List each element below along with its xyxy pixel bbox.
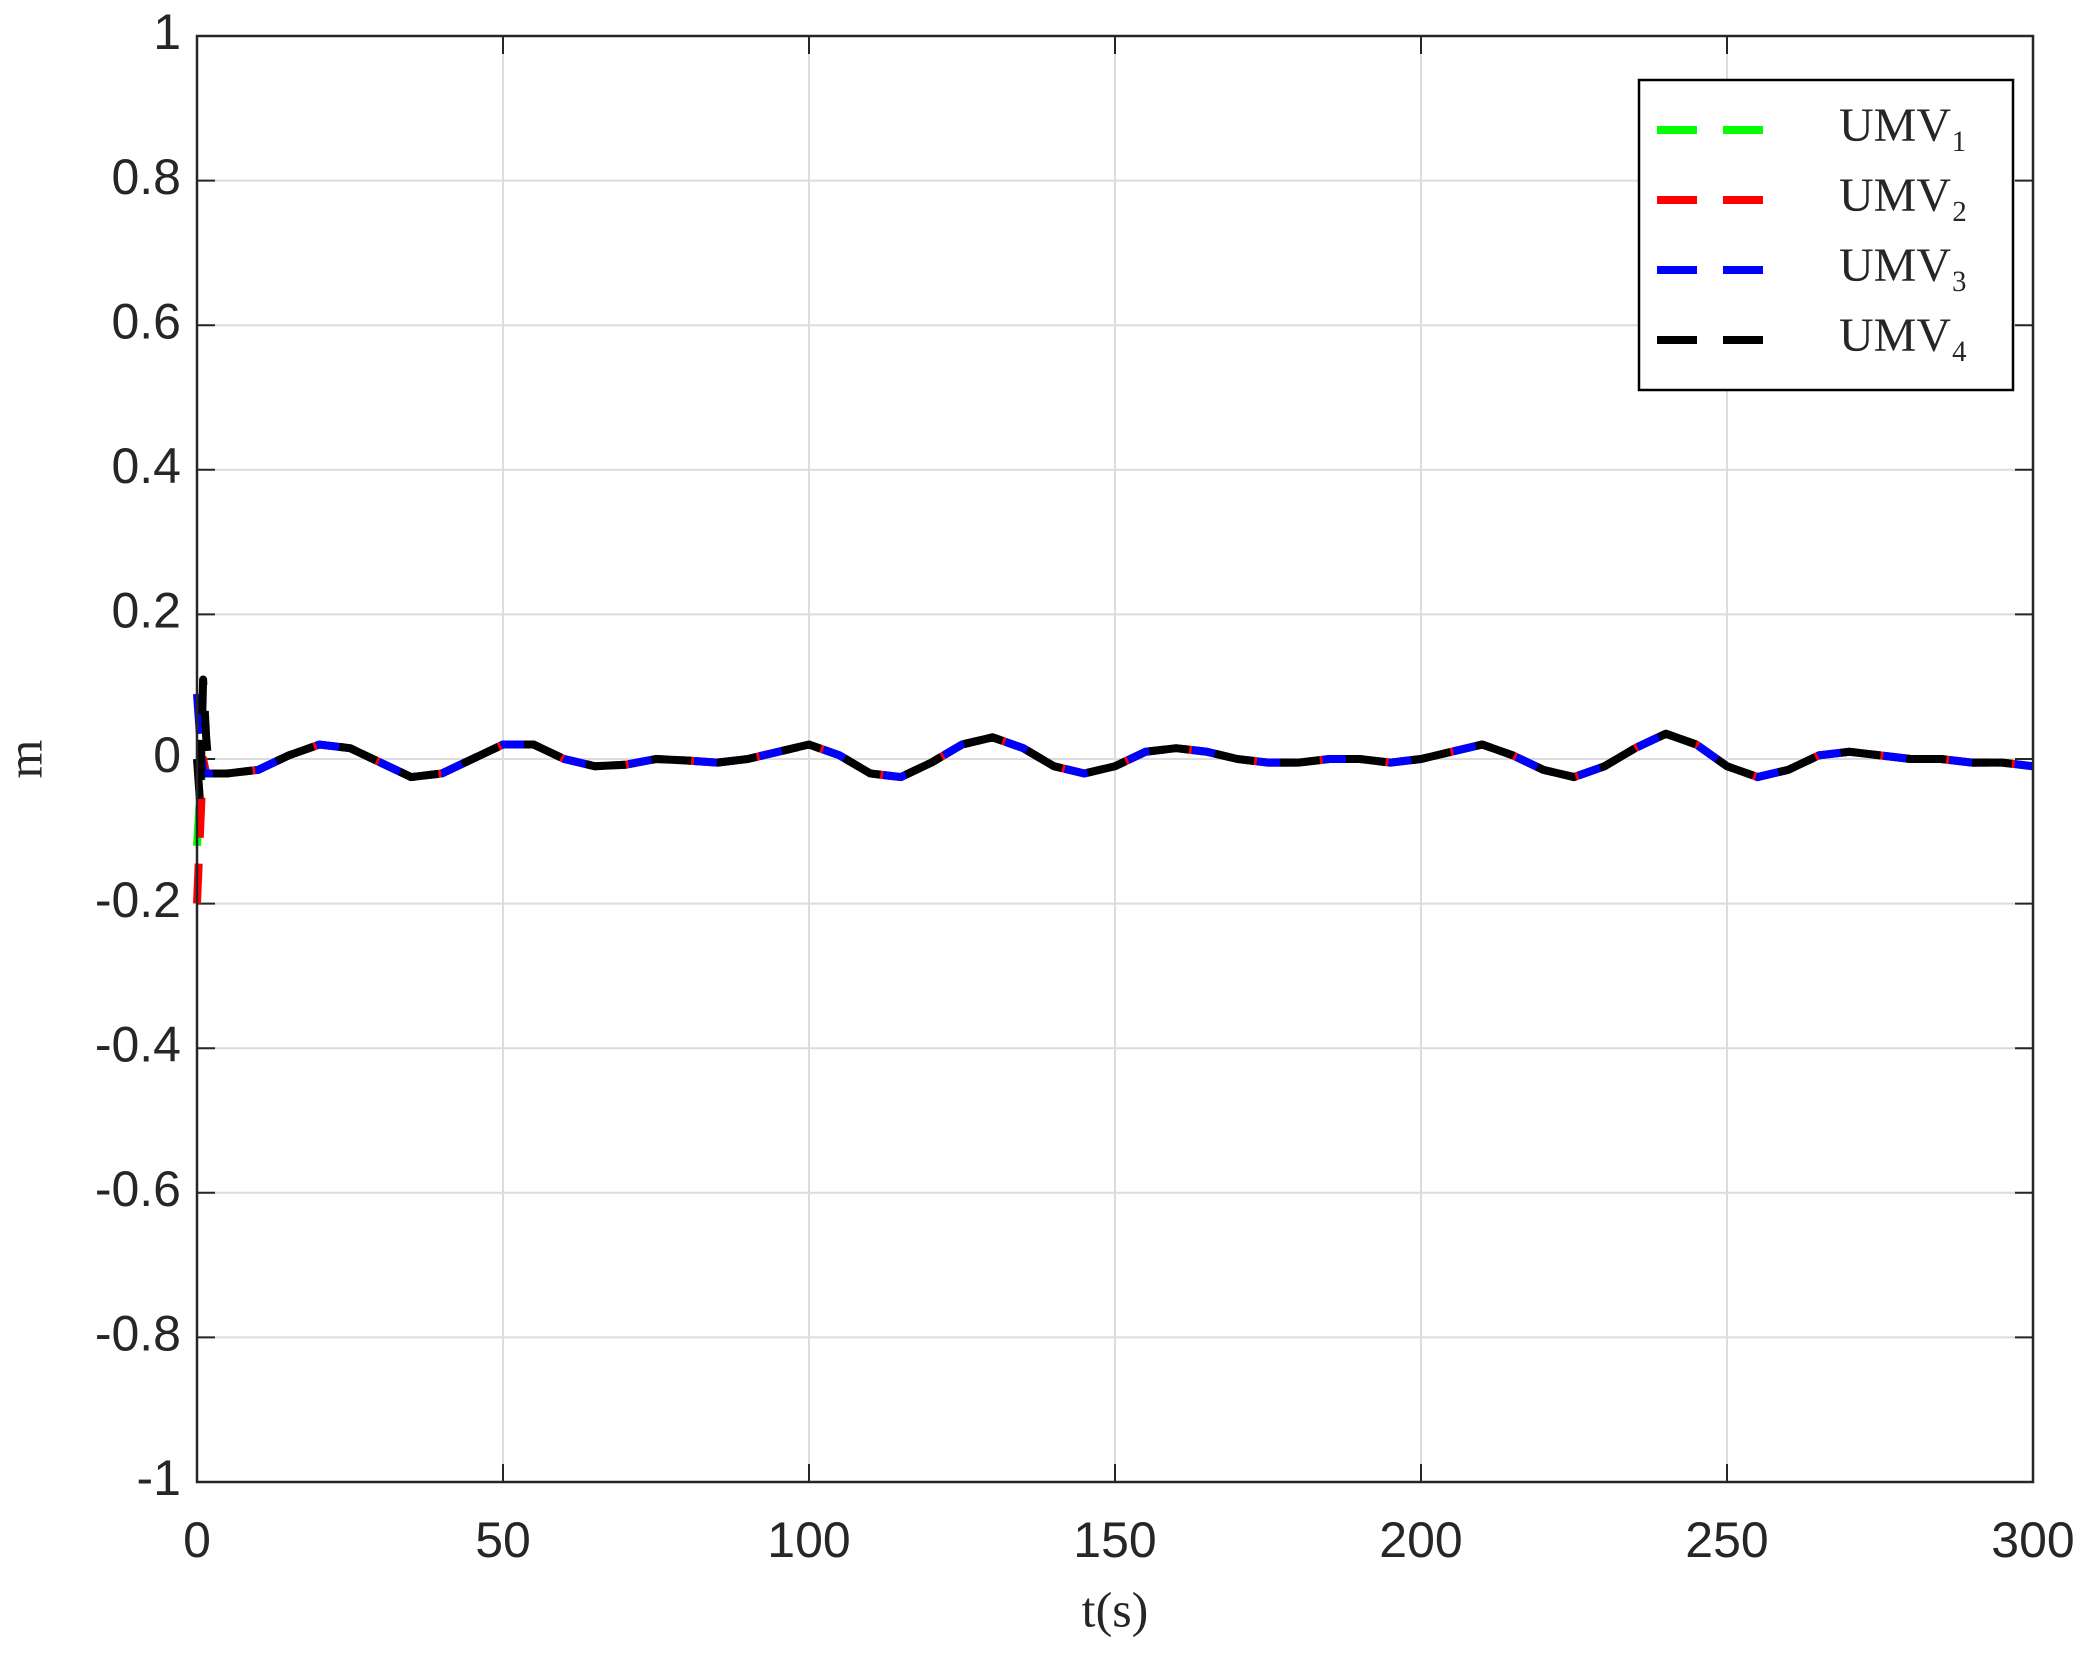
y-tick-label: 0.2 <box>111 583 181 639</box>
y-tick-label: 0.8 <box>111 149 181 205</box>
x-tick-label: 150 <box>1073 1512 1156 1568</box>
legend-label: UMV₂ <box>1839 169 1968 222</box>
y-tick-label: 0.4 <box>111 438 181 494</box>
y-tick-label: 0 <box>153 727 181 783</box>
y-tick-label: -0.6 <box>95 1161 181 1217</box>
y-axis-label: m <box>0 739 52 778</box>
legend-label: UMV₄ <box>1839 309 1968 362</box>
axes-box <box>195 34 2035 1484</box>
y-tick-label: -0.8 <box>95 1306 181 1362</box>
x-tick-label: 0 <box>183 1512 211 1568</box>
y-tick-label: 0.6 <box>111 293 181 349</box>
x-tick-label: 50 <box>475 1512 531 1568</box>
x-tick-label: 300 <box>1991 1512 2074 1568</box>
data-line <box>193 675 2034 807</box>
y-tick-label: -0.4 <box>95 1016 181 1072</box>
legend-label: UMV₃ <box>1839 239 1968 292</box>
legend-box <box>1637 78 2015 392</box>
x-tick-label: 100 <box>767 1512 850 1568</box>
y-tick-label: 1 <box>153 4 181 60</box>
x-axis-label: t(s) <box>1082 1581 1149 1637</box>
x-tick-label: 200 <box>1379 1512 1462 1568</box>
x-tick-label: 250 <box>1685 1512 1768 1568</box>
y-tick-label: -0.2 <box>95 872 181 928</box>
legend-label: UMV₁ <box>1839 99 1968 152</box>
y-tick-label: -1 <box>137 1450 181 1506</box>
legend: UMV₁ UMV₂ UMV₃ UMV₄ <box>1637 78 2015 392</box>
